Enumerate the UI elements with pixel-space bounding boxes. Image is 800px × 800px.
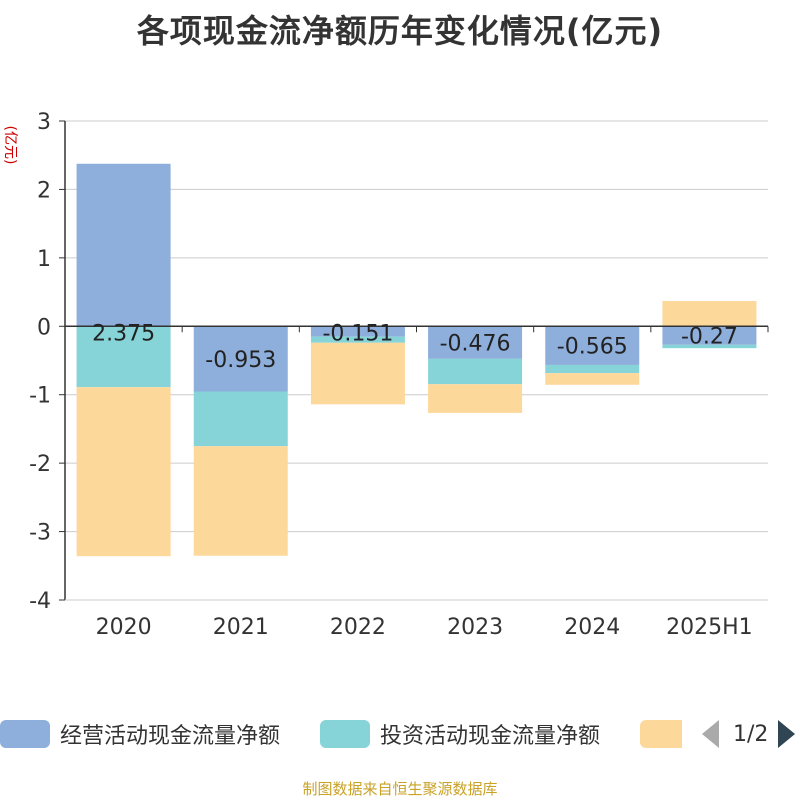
data-label-operating-2022: -0.151 [322,321,393,346]
bar-financing-2021 [193,446,288,556]
x-tick-label-2023: 2023 [447,615,503,640]
y-tick-label: -4 [29,589,51,614]
bar-investing-2023 [428,358,523,385]
bar-operating-2025H1 [662,326,757,345]
bar-financing-2020 [76,387,171,557]
bar-investing-2020 [76,326,171,388]
legend: 经营活动现金流量净额 投资活动现金流量净额 [0,716,800,752]
y-axis-unit-label: (亿元) [2,126,18,165]
bar-investing-2024 [545,364,640,374]
x-tick-label-2025H1: 2025H1 [666,615,753,640]
bar-investing-2021 [193,391,288,447]
data-label-operating-2020: 2.375 [92,321,155,346]
legend-page-indicator: 1/2 [733,721,769,747]
data-label-operating-2025H1: -0.27 [681,325,738,350]
chart-title: 各项现金流净额历年变化情况(亿元) [136,12,664,50]
x-tick-label-2022: 2022 [330,615,386,640]
data-label-operating-2024: -0.565 [557,335,628,360]
legend-label-operating: 经营活动现金流量净额 [60,724,281,749]
stacked-bar-chart: 3 2 1 0 -1 -2 -3 -4 2020 2021 2022 2023 2024 2025H1 2… [2,110,769,640]
legend-label-investing: 投资活动现金流量净额 [380,724,601,749]
bar-operating-2020 [76,163,171,327]
bar-layer [76,163,757,557]
x-tick-label-2024: 2024 [564,615,620,640]
y-tick-label: -3 [29,521,51,546]
chevron-right-icon[interactable] [778,720,796,748]
bar-investing-2025H1 [662,344,757,349]
y-tick-label: -2 [29,452,51,477]
legend-pager: 1/2 [700,716,800,752]
legend-swatch-investing [320,720,370,748]
x-tick-label-2021: 2021 [213,615,269,640]
legend-swatch-financing [640,720,682,748]
bar-financing-2022 [310,342,405,405]
data-label-operating-2023: -0.476 [440,332,511,357]
bar-operating-2022 [310,326,405,337]
x-tick-label-2020: 2020 [96,615,152,640]
y-tick-label: 1 [37,247,51,272]
data-label-operating-2021: -0.953 [205,348,276,373]
legend-item-investing[interactable]: 投资活动现金流量净额 [320,716,600,752]
bar-financing-2023 [428,384,523,413]
bar-operating-2021 [193,326,288,392]
bar-investing-2022 [310,336,405,343]
axes: 3 2 1 0 -1 -2 -3 -4 2020 2021 2022 2023 2024 2025H1 [29,110,769,640]
bar-operating-2023 [428,326,523,359]
bar-operating-2024 [545,326,640,365]
legend-item-financing[interactable] [640,716,682,752]
y-tick-label: -1 [29,384,51,409]
data-source-note: 制图数据来自恒生聚源数据库 [302,780,498,798]
y-tick-label: 2 [37,178,51,203]
y-tick-label: 3 [37,110,51,135]
legend-swatch-operating [0,720,50,748]
bar-financing-2024 [545,373,640,385]
y-tick-label: 0 [37,315,51,340]
bar-financing-2025H1 [662,300,757,327]
data-labels: 2.375 -0.953 -0.151 -0.476 -0.565 -0.27 [92,321,738,373]
chevron-left-icon[interactable] [702,720,719,748]
legend-item-operating[interactable]: 经营活动现金流量净额 [0,716,280,752]
